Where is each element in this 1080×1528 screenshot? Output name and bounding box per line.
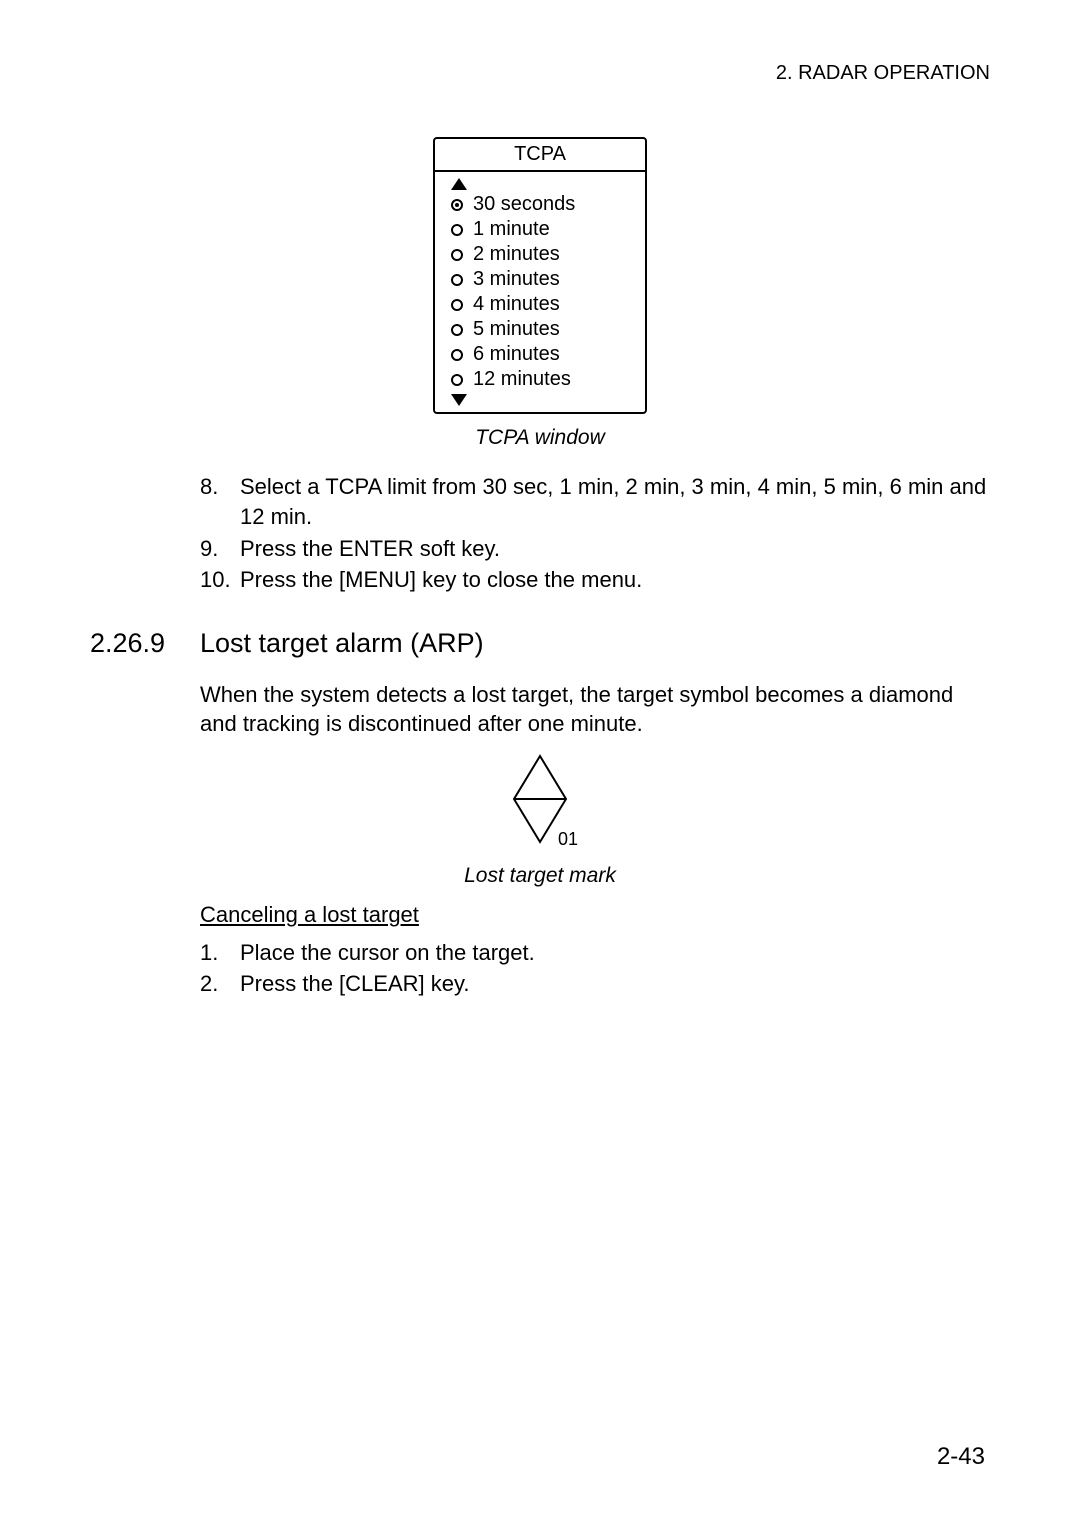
cancel-heading-text: Canceling a lost target <box>200 902 419 927</box>
steps-list: 8. Select a TCPA limit from 30 sec, 1 mi… <box>200 472 990 595</box>
tcpa-option-label: 2 minutes <box>473 242 560 267</box>
step-item: 8. Select a TCPA limit from 30 sec, 1 mi… <box>200 472 990 531</box>
step-item: 2. Press the [CLEAR] key. <box>200 969 990 999</box>
page-number: 2-43 <box>937 1441 985 1473</box>
radio-icon <box>451 374 463 386</box>
step-text: Select a TCPA limit from 30 sec, 1 min, … <box>240 472 990 531</box>
step-item: 1. Place the cursor on the target. <box>200 938 990 968</box>
radio-icon <box>451 274 463 286</box>
tcpa-option: 3 minutes <box>451 267 635 292</box>
tcpa-option-label: 1 minute <box>473 217 550 242</box>
section-title: Lost target alarm (ARP) <box>200 625 484 661</box>
diamond-icon: 01 <box>510 754 570 852</box>
step-item: 9. Press the ENTER soft key. <box>200 534 990 564</box>
cancel-block: Canceling a lost target 1. Place the cur… <box>200 900 990 999</box>
section-heading: 2.26.9 Lost target alarm (ARP) <box>90 625 990 661</box>
tcpa-option-label: 5 minutes <box>473 317 560 342</box>
radio-icon <box>451 349 463 361</box>
radio-icon <box>451 249 463 261</box>
step-text: Press the ENTER soft key. <box>240 534 500 564</box>
page: 2. RADAR OPERATION TCPA 30 seconds 1 min… <box>0 0 1080 1528</box>
step-text: Press the [MENU] key to close the menu. <box>240 565 642 595</box>
tcpa-option: 30 seconds <box>451 192 635 217</box>
tcpa-option: 4 minutes <box>451 292 635 317</box>
tcpa-option: 12 minutes <box>451 367 635 392</box>
tcpa-figure: TCPA 30 seconds 1 minute 2 minutes 3 <box>90 137 990 452</box>
tcpa-caption: TCPA window <box>475 424 605 452</box>
radio-selected-icon <box>451 199 463 211</box>
radio-icon <box>451 299 463 311</box>
cancel-steps: 1. Place the cursor on the target. 2. Pr… <box>200 938 990 999</box>
step-text: Place the cursor on the target. <box>240 938 535 968</box>
tcpa-option-label: 4 minutes <box>473 292 560 317</box>
tcpa-title: TCPA <box>435 139 645 172</box>
step-text: Press the [CLEAR] key. <box>240 969 469 999</box>
lost-target-figure: 01 Lost target mark <box>90 754 990 890</box>
step-number: 1. <box>200 938 240 968</box>
tcpa-option: 6 minutes <box>451 342 635 367</box>
scroll-down-icon <box>451 394 467 406</box>
tcpa-option: 5 minutes <box>451 317 635 342</box>
diamond-caption: Lost target mark <box>464 862 616 890</box>
step-number: 2. <box>200 969 240 999</box>
tcpa-options: 30 seconds 1 minute 2 minutes 3 minutes … <box>435 172 645 412</box>
step-number: 8. <box>200 472 240 502</box>
step-number: 10. <box>200 565 240 595</box>
section-paragraph: When the system detects a lost target, t… <box>200 680 990 739</box>
scroll-up-icon <box>451 178 467 190</box>
tcpa-window: TCPA 30 seconds 1 minute 2 minutes 3 <box>433 137 647 414</box>
step-number: 9. <box>200 534 240 564</box>
tcpa-option-label: 30 seconds <box>473 192 575 217</box>
tcpa-option: 2 minutes <box>451 242 635 267</box>
section-body: When the system detects a lost target, t… <box>200 680 990 739</box>
section-number: 2.26.9 <box>90 625 200 661</box>
tcpa-option-label: 3 minutes <box>473 267 560 292</box>
tcpa-option-label: 12 minutes <box>473 367 571 392</box>
radio-icon <box>451 224 463 236</box>
diamond-label: 01 <box>558 827 578 851</box>
cancel-heading: Canceling a lost target <box>200 900 990 930</box>
tcpa-option-label: 6 minutes <box>473 342 560 367</box>
step-item: 10. Press the [MENU] key to close the me… <box>200 565 990 595</box>
radio-icon <box>451 324 463 336</box>
page-header: 2. RADAR OPERATION <box>90 60 990 87</box>
tcpa-option: 1 minute <box>451 217 635 242</box>
steps-block-a: 8. Select a TCPA limit from 30 sec, 1 mi… <box>200 472 990 595</box>
